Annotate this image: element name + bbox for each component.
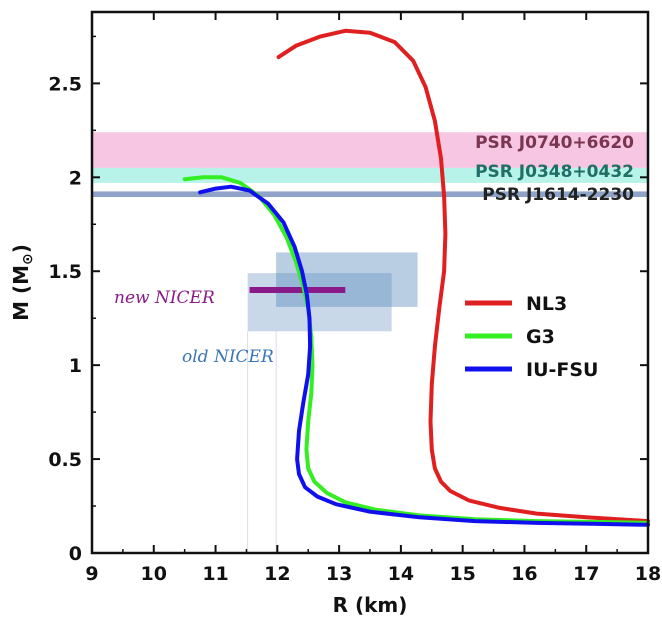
x-tick-label-0: 9 bbox=[85, 563, 98, 585]
x-tick-label-1: 10 bbox=[141, 563, 167, 585]
y-axis-label-sun-symbol: ⊙ bbox=[20, 253, 36, 265]
pulsar-band-label-2: PSR J1614-2230 bbox=[482, 185, 634, 205]
y-tick-label-1: 0.5 bbox=[48, 449, 82, 471]
x-tick-label-8: 17 bbox=[573, 563, 599, 585]
x-tick-label-3: 12 bbox=[264, 563, 290, 585]
legend-label-2: IU-FSU bbox=[526, 359, 598, 381]
x-tick-label-2: 11 bbox=[202, 563, 228, 585]
pulsar-band-0 bbox=[92, 132, 648, 168]
nicer-box-1 bbox=[247, 273, 392, 332]
pulsar-band-2 bbox=[92, 191, 648, 198]
y-axis-label-close: ) bbox=[9, 244, 33, 253]
y-tick-label-2: 1 bbox=[69, 355, 82, 377]
legend-label-0: NL3 bbox=[526, 293, 567, 315]
y-tick-label-5: 2.5 bbox=[48, 73, 82, 95]
nicer-boxes bbox=[247, 252, 418, 553]
curve-iu-fsu bbox=[198, 184, 650, 527]
pulsar-band-label-1: PSR J0348+0432 bbox=[475, 162, 634, 182]
y-axis-label-main: M (M bbox=[9, 265, 33, 321]
y-tick-label-4: 2 bbox=[69, 167, 82, 189]
pulsar-band-labels: PSR J0740+6620 PSR J0348+0432 PSR J1614-22… bbox=[475, 133, 634, 205]
x-axis-label: R (km) bbox=[333, 593, 408, 617]
eos-curves bbox=[182, 28, 650, 527]
y-tick-label-3: 1.5 bbox=[48, 261, 82, 283]
old-nicer-label: old NICER bbox=[182, 347, 274, 367]
pulsar-band-label-0: PSR J0740+6620 bbox=[475, 133, 634, 153]
x-tick-label-7: 16 bbox=[511, 563, 537, 585]
x-tick-label-9: 18 bbox=[635, 563, 661, 585]
x-tick-label-5: 14 bbox=[388, 563, 414, 585]
legend: NL3 G3 IU-FSU bbox=[465, 293, 598, 381]
x-tick-label-4: 13 bbox=[326, 563, 352, 585]
y-axis-label: M (M⊙) bbox=[9, 244, 36, 321]
x-tick-label-6: 15 bbox=[449, 563, 475, 585]
legend-label-1: G3 bbox=[526, 326, 555, 348]
new-nicer-label: new NICER bbox=[114, 288, 215, 308]
curve-nl3 bbox=[276, 28, 650, 524]
axis-ticks: 9 10 11 12 13 14 15 16 17 18 0 0.5 1 1.5 2 2.5 bbox=[48, 12, 661, 585]
y-tick-label-0: 0 bbox=[69, 543, 82, 565]
